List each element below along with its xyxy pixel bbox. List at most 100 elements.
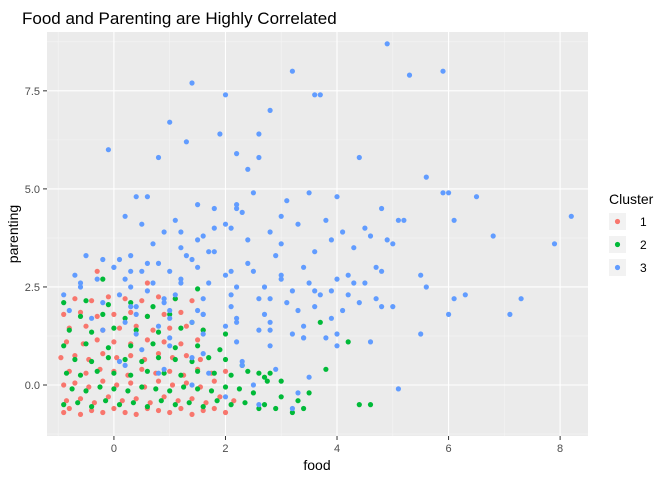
- data-point: [155, 378, 162, 384]
- data-point: [77, 411, 84, 417]
- data-point: [367, 339, 374, 345]
- data-point: [328, 237, 334, 243]
- data-point: [139, 298, 145, 304]
- data-point: [97, 384, 103, 390]
- data-point: [250, 268, 256, 274]
- data-point: [128, 268, 134, 274]
- data-point: [306, 280, 312, 286]
- data-point: [83, 253, 89, 259]
- data-point: [278, 378, 284, 384]
- data-point: [390, 304, 396, 310]
- data-point: [273, 405, 279, 412]
- data-point: [94, 368, 100, 374]
- data-point: [122, 319, 128, 325]
- data-point: [312, 304, 318, 310]
- y-axis-title: parenting: [5, 205, 21, 263]
- data-point: [167, 343, 173, 349]
- data-point: [195, 343, 201, 349]
- data-point: [195, 237, 201, 243]
- data-point: [250, 382, 256, 388]
- data-point: [312, 288, 318, 294]
- data-point: [446, 190, 452, 196]
- data-point: [306, 374, 312, 380]
- data-point: [83, 341, 89, 347]
- data-point: [161, 311, 167, 317]
- data-point: [507, 311, 513, 317]
- data-point: [89, 315, 95, 321]
- data-point: [89, 407, 95, 414]
- data-point: [395, 217, 401, 223]
- data-point: [289, 331, 295, 337]
- data-point: [172, 217, 178, 223]
- data-point: [61, 409, 67, 416]
- data-point: [301, 335, 307, 341]
- data-point: [94, 268, 100, 274]
- data-point: [122, 296, 128, 302]
- data-point: [94, 276, 100, 282]
- data-point: [189, 355, 195, 361]
- data-point: [267, 229, 273, 235]
- data-point: [116, 256, 123, 263]
- data-point: [289, 405, 295, 412]
- data-point: [195, 264, 201, 270]
- data-point: [267, 343, 273, 349]
- data-point: [200, 233, 206, 239]
- data-point: [94, 313, 100, 319]
- data-point: [105, 294, 111, 300]
- data-point: [189, 411, 195, 417]
- data-point: [384, 237, 390, 243]
- data-point: [167, 307, 173, 314]
- data-point: [211, 225, 217, 231]
- data-point: [340, 229, 346, 235]
- data-point: [278, 213, 284, 219]
- data-point: [367, 402, 374, 408]
- data-point: [111, 370, 117, 376]
- data-point: [195, 202, 201, 208]
- data-point: [150, 304, 156, 310]
- legend-swatch: [614, 264, 621, 271]
- data-point: [128, 284, 134, 290]
- data-point: [222, 92, 229, 98]
- data-point: [100, 256, 106, 263]
- data-point: [256, 131, 262, 137]
- data-point: [306, 390, 312, 396]
- data-point: [167, 368, 173, 374]
- data-point: [200, 331, 206, 337]
- x-tick-label: 2: [222, 443, 228, 455]
- data-points: [58, 41, 574, 417]
- data-point: [245, 368, 251, 374]
- chart-title: Food and Parenting are Highly Correlated: [22, 9, 337, 28]
- data-point: [133, 304, 139, 310]
- data-point: [144, 260, 150, 266]
- data-point: [155, 351, 162, 357]
- data-point: [178, 229, 184, 235]
- legend: Cluster 1 2 3: [609, 191, 654, 276]
- data-point: [289, 409, 295, 416]
- data-point: [189, 298, 195, 304]
- data-point: [211, 405, 217, 412]
- data-point: [167, 325, 173, 331]
- data-point: [222, 409, 229, 416]
- data-point: [128, 380, 134, 386]
- plot-area: [47, 32, 588, 436]
- data-point: [178, 280, 184, 286]
- data-point: [133, 396, 139, 402]
- data-point: [91, 400, 97, 406]
- data-point: [568, 213, 574, 219]
- data-point: [189, 319, 195, 325]
- data-point: [183, 323, 189, 329]
- data-point: [94, 337, 100, 343]
- data-point: [245, 237, 251, 243]
- data-point: [362, 225, 368, 231]
- data-point: [161, 300, 167, 306]
- data-point: [440, 68, 446, 74]
- data-point: [217, 347, 223, 353]
- data-point: [167, 388, 173, 394]
- data-point: [72, 380, 78, 386]
- data-point: [69, 386, 75, 392]
- data-point: [77, 309, 84, 315]
- data-point: [144, 337, 150, 343]
- data-point: [351, 280, 357, 286]
- data-point: [122, 362, 128, 368]
- legend-swatch: [614, 218, 621, 225]
